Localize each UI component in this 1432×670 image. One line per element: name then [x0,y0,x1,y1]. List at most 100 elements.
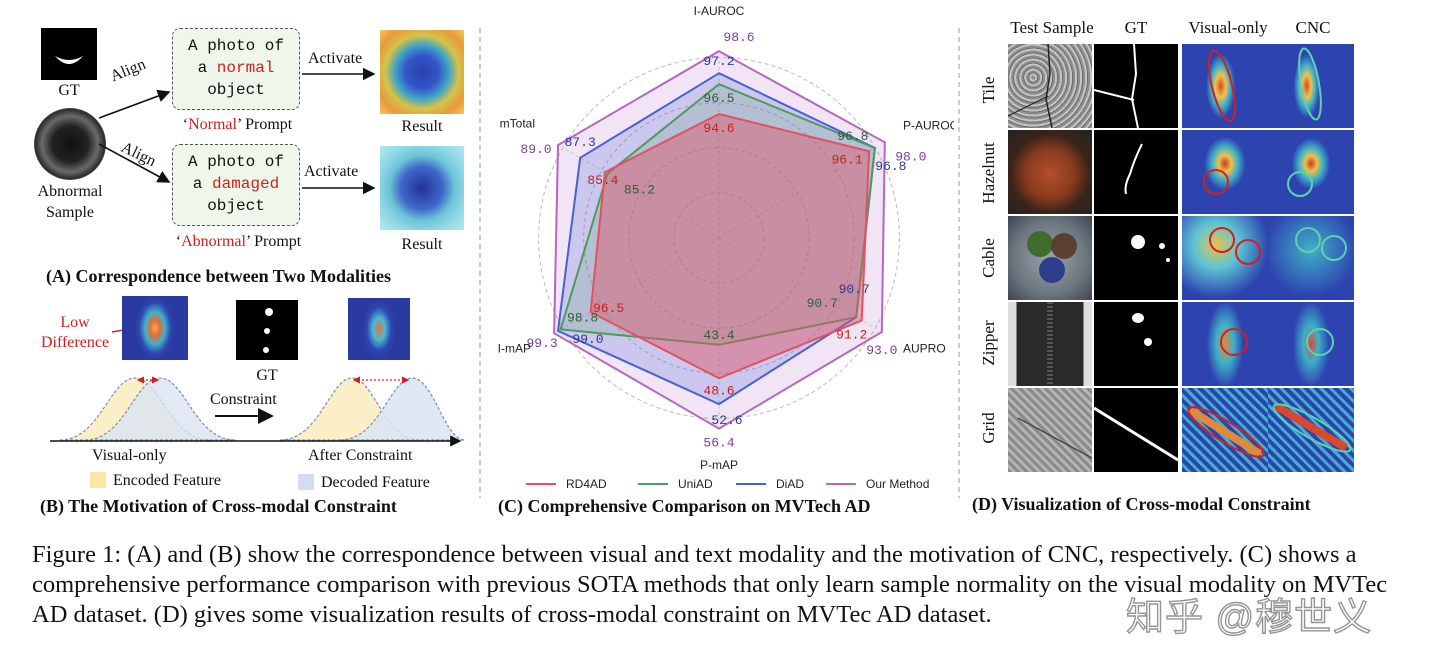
zipper-test-sample [1008,302,1092,386]
row-label-grid: Grid [979,412,998,444]
cable-gt-mask [1131,235,1170,262]
value-label-uniad-0: 96.5 [703,91,734,106]
visual-only-heatmap [122,296,188,360]
radar-spoke-1 [718,147,876,239]
damaged-prompt-line3: object [207,197,265,215]
panel-a-title: (A) Correspondence between Two Modalitie… [46,266,391,286]
value-label-uniad-5: 85.2 [624,183,655,198]
normal-prompt-line2: a normal [173,57,299,79]
value-label-rd4ad-5: 85.4 [587,173,618,188]
normal-keyword: normal [216,59,275,77]
hazelnut-visual-only [1182,130,1268,214]
value-label-our-method-2: 93.0 [866,343,897,358]
figure-caption: Figure 1: (A) and (B) show the correspon… [32,541,1388,628]
encoded-legend-swatch [90,472,106,488]
abnormal-sample-label: Abnormal Sample [22,181,118,223]
grid-visual-only-ellipse [1187,406,1265,458]
result-heatmap-abnormal [380,146,464,230]
value-label-diad-4: 99.0 [572,332,603,347]
value-label-rd4ad-3: 48.6 [703,383,734,398]
col-label-gt: GT [1124,18,1148,37]
abnormal-label-line1: Abnormal [37,183,103,200]
axis-label-mtotal: mTotal [500,117,535,131]
result-bottom-label: Result [401,236,443,253]
constrained-heatmap [348,298,410,360]
gt-mask-blobs [263,308,273,353]
value-label-diad-3: 52.6 [711,413,742,428]
radar-spoke-4 [562,237,720,329]
tile-test-sample [1008,44,1092,128]
radar-series-uniad [559,83,876,346]
separator-left [479,28,481,498]
row-label-cable: Cable [979,238,998,278]
abnormal-caption-rest: ’ Prompt [245,233,302,250]
zipper-gt [1094,302,1178,386]
abnormal-sample-image [34,108,106,180]
axis-label-i-auroc: I-AUROC [694,4,745,18]
panel-b-title: (B) The Motivation of Cross-modal Constr… [40,496,397,516]
radar-series-rd4ad [589,112,871,380]
hazelnut-gt-mask [1124,143,1143,195]
radar-grid-ring-0 [673,192,765,284]
radar-series-our-method [553,50,886,430]
abnormal-caption-keyword: Abnormal [181,233,246,250]
tile-cnc [1268,44,1354,128]
after-constraint-label: After Constraint [308,447,413,464]
low-diff-line2: Difference [40,334,110,351]
zipper-teeth [1047,302,1053,386]
decoded-legend-swatch [298,474,314,490]
value-label-our-method-0: 98.6 [723,30,754,45]
legend-label-diad: DiAD [776,477,804,491]
zipper-visual-only-ellipse [1220,328,1248,356]
grid-cnc [1268,388,1354,472]
grid-visual-only [1182,388,1268,472]
value-label-uniad-3: 43.4 [703,328,734,343]
damaged-prompt-line1: A photo of [187,153,284,171]
cable-visual-only-ellipses [1209,227,1261,265]
value-label-our-method-1: 98.0 [895,149,926,164]
tile-visual-only-ellipse [1207,49,1237,123]
crescent-shape [55,56,83,64]
separator-right [958,28,960,498]
align-arrows [98,89,171,183]
tile-visual-only [1182,44,1268,128]
low-difference-label: Low Difference [30,313,120,353]
tile-cnc-ellipse [1298,47,1322,121]
radar-spoke-2 [718,237,876,329]
grid-test-sample [1008,388,1092,472]
gt-zipper-mask [236,300,298,360]
col-label-visual-only: Visual-only [1188,18,1268,37]
radar-chart: 94.6 96.1 91.2 48.6 96.5 85.4 96.5 96.8 90.7 43.4… [498,4,954,491]
distribution-curves [50,376,465,447]
zipper-gt-mask [1132,313,1152,346]
tile-crack [1008,44,1053,128]
quote-open-2: ‘ [175,233,182,250]
value-label-uniad-1: 96.8 [837,129,868,144]
radar-grid-ring-2 [583,102,855,374]
value-label-uniad-2: 90.7 [807,296,838,311]
panel-c-title: (C) Comprehensive Comparison on MVTech A… [498,496,871,516]
watermark: 知乎 @穆世义 [1125,596,1373,639]
activate-arrows [302,67,376,195]
row-label-tile: Tile [979,76,998,104]
value-label-our-method-5: 89.0 [520,142,551,157]
activate-top-label: Activate [308,50,363,67]
legend-label-uniad: UniAD [678,477,713,491]
normal-caption-rest: ’ Prompt [236,116,293,133]
row-label-zipper: Zipper [979,320,998,366]
tile-gt [1094,44,1178,128]
col-label-cnc: CNC [1295,18,1331,37]
constraint-label: Constraint [210,391,277,408]
normal-prompt-box: A photo of a normal object [172,28,300,110]
value-label-rd4ad-0: 94.6 [703,121,734,136]
grid-gt [1094,388,1178,472]
grid-gt-mask [1094,406,1178,462]
result-heatmap-normal [380,30,464,114]
row-label-hazelnut: Hazelnut [979,142,998,204]
damaged-prompt-prefix: a [192,175,212,193]
axis-label-aupro: AUPRO [903,341,946,355]
normal-prompt-line1: A photo of [187,37,284,55]
decoded-legend-label: Decoded Feature [321,474,430,491]
cable-visual-only [1182,216,1268,300]
hazelnut-cnc-ellipse [1287,171,1313,197]
